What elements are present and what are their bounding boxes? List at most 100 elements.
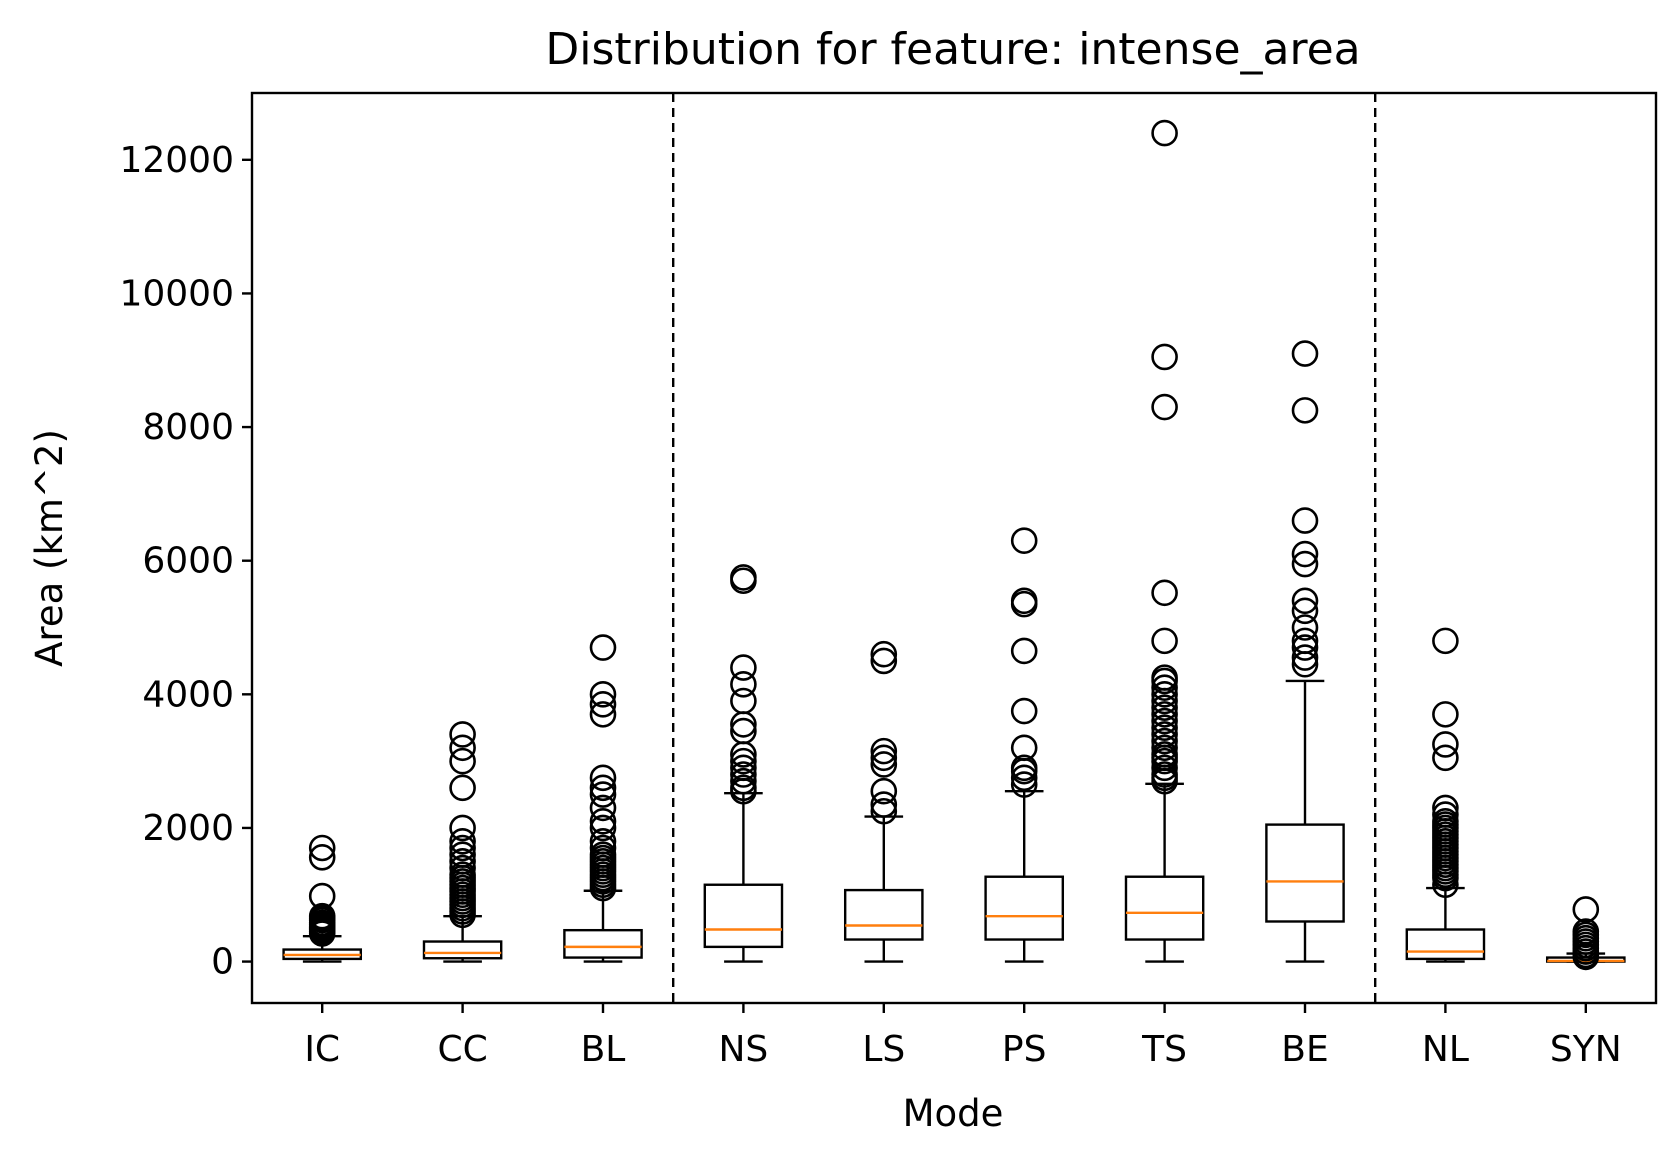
- outlier-point: [870, 797, 898, 825]
- box-ps: [984, 527, 1065, 963]
- y-axis-title: Area (km^2): [28, 429, 71, 667]
- outlier-point: [1291, 540, 1319, 568]
- box-ns: [703, 564, 784, 963]
- outlier-point: [1432, 627, 1459, 655]
- y-tick-label: 2000: [142, 808, 234, 849]
- outlier-point: [1291, 507, 1319, 534]
- outlier-point: [589, 841, 617, 868]
- outlier-point: [730, 717, 757, 745]
- outlier-point: [1291, 614, 1319, 641]
- outlier-point: [1572, 896, 1600, 923]
- outlier-point: [449, 854, 476, 882]
- iqr-box: [1405, 928, 1486, 961]
- outlier-point: [730, 767, 757, 795]
- outlier-point: [449, 721, 476, 748]
- outlier-point: [870, 640, 898, 668]
- box-ic: [282, 834, 363, 963]
- outlier-point: [730, 774, 757, 802]
- iqr-box: [843, 888, 924, 941]
- outlier-point: [449, 747, 476, 775]
- box-cc: [422, 721, 503, 963]
- box-syn: [1545, 896, 1626, 971]
- x-tick-label: LS: [862, 1029, 905, 1070]
- y-tick-label: 8000: [142, 407, 234, 448]
- x-tick-label: TS: [1141, 1029, 1187, 1070]
- outlier-point: [1151, 734, 1178, 762]
- outlier-point: [1432, 701, 1459, 728]
- chart-title: Distribution for feature: intense_area: [545, 24, 1360, 75]
- iqr-box: [422, 940, 503, 960]
- outlier-point: [730, 687, 757, 715]
- outlier-point: [730, 670, 757, 698]
- outlier-point: [1151, 754, 1178, 782]
- outlier-point: [589, 681, 617, 708]
- outlier-point: [449, 774, 476, 802]
- iqr-box: [984, 875, 1065, 941]
- outlier-point: [1010, 764, 1038, 792]
- outlier-point: [449, 814, 476, 842]
- x-tick-label: PS: [1002, 1029, 1047, 1070]
- outlier-point: [449, 861, 476, 889]
- outlier-point: [1432, 807, 1459, 835]
- iqr-box: [1265, 823, 1345, 923]
- outlier-point: [449, 828, 476, 855]
- outlier-point: [1151, 664, 1178, 691]
- outlier-point: [1291, 397, 1319, 424]
- outlier-point: [1291, 627, 1319, 655]
- iqr-box: [703, 883, 784, 949]
- x-tick-label: BL: [581, 1029, 626, 1070]
- outlier-point: [1151, 681, 1178, 708]
- outlier-point: [308, 902, 336, 930]
- outlier-point: [589, 774, 617, 802]
- outlier-point: [1291, 587, 1319, 615]
- outlier-point: [730, 747, 757, 775]
- outlier-point: [1151, 714, 1178, 742]
- outlier-point: [730, 761, 757, 788]
- iqr-box: [563, 928, 643, 959]
- iqr-box: [1124, 875, 1205, 941]
- outlier-point: [1010, 771, 1038, 798]
- outlier-point: [1432, 801, 1459, 828]
- outlier-point: [589, 701, 617, 728]
- plot-frame: [250, 91, 1658, 1005]
- outlier-point: [308, 834, 336, 862]
- outlier-point: [589, 691, 617, 718]
- x-axis: IC CC BL NS LS PS TS BE NL SYN: [304, 1003, 1622, 1070]
- x-axis-title: Mode: [903, 1092, 1004, 1135]
- box-ls: [843, 640, 924, 963]
- outlier-point: [589, 794, 617, 822]
- y-tick-label: 6000: [142, 541, 234, 582]
- outlier-point: [1291, 644, 1319, 671]
- x-tick-label: NS: [719, 1029, 769, 1070]
- outlier-point: [1151, 761, 1178, 788]
- outlier-point: [870, 737, 898, 765]
- outlier-point: [1291, 597, 1319, 625]
- box-bl: [563, 634, 643, 963]
- outlier-point: [1010, 637, 1038, 665]
- y-axis: 0 2000 4000 6000 8000 10000 12000: [119, 140, 252, 983]
- y-tick-label: 12000: [119, 140, 234, 181]
- outlier-point: [1151, 694, 1178, 721]
- outlier-point: [308, 882, 336, 910]
- outlier-point: [589, 834, 617, 862]
- outlier-point: [449, 841, 476, 868]
- outlier-point: [1010, 734, 1038, 762]
- outlier-point: [308, 844, 336, 871]
- outlier-point: [1151, 627, 1178, 655]
- outlier-point: [1151, 393, 1178, 421]
- x-tick-label: SYN: [1550, 1029, 1622, 1070]
- outlier-point: [870, 647, 898, 675]
- outlier-point: [449, 834, 476, 862]
- outlier-point: [1432, 731, 1459, 758]
- outlier-point: [870, 791, 898, 818]
- outlier-point: [589, 634, 617, 661]
- outlier-point: [1572, 918, 1600, 945]
- outlier-point: [1151, 707, 1178, 735]
- y-tick-label: 0: [211, 942, 234, 983]
- outlier-point: [730, 564, 757, 591]
- x-tick-label: NL: [1422, 1029, 1469, 1070]
- y-tick-label: 10000: [119, 273, 234, 314]
- outlier-point: [589, 807, 617, 835]
- outlier-point: [1151, 701, 1178, 728]
